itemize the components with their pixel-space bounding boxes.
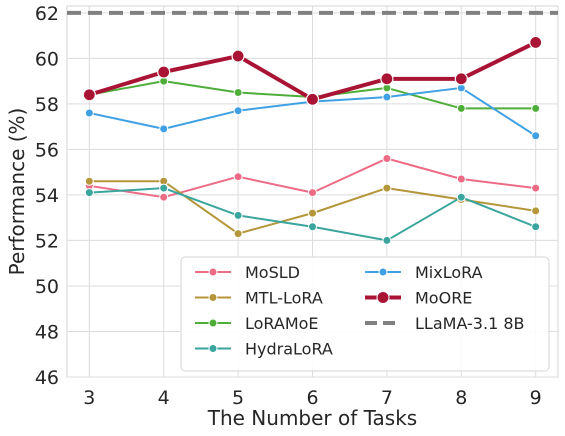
x-tick-label: 9: [530, 387, 542, 409]
y-axis-title: Performance (%): [5, 108, 29, 276]
legend-item: MoSLD: [195, 263, 300, 282]
legend-marker: [208, 293, 218, 302]
y-tick-label: 46: [35, 367, 59, 389]
data-point: [531, 131, 541, 141]
x-tick-label: 8: [455, 387, 467, 409]
legend-label: MoSLD: [245, 263, 300, 282]
data-point: [308, 222, 317, 232]
data-point: [382, 183, 392, 193]
legend-item: MTL-LoRA: [195, 289, 323, 308]
legend-label: LoRAMoE: [245, 314, 319, 333]
data-point: [456, 174, 466, 184]
legend-marker: [378, 267, 388, 277]
data-point: [233, 229, 243, 239]
legend-label: LLaMA-3.1 8B: [415, 314, 525, 333]
y-tick-label: 58: [35, 94, 59, 116]
legend-label: MTL-LoRA: [245, 289, 323, 308]
data-point: [456, 103, 466, 113]
y-tick-label: 54: [35, 185, 59, 207]
legend-item: MixLoRA: [365, 263, 483, 282]
data-point: [531, 183, 541, 193]
legend-marker: [208, 267, 218, 277]
data-point: [159, 192, 169, 202]
x-tick-label: 3: [83, 387, 95, 409]
data-point: [531, 222, 541, 232]
legend-item: LoRAMoE: [195, 314, 319, 333]
x-tick-label: 6: [306, 387, 318, 409]
y-tick-label: 60: [35, 48, 59, 70]
series-moore: [82, 35, 543, 106]
data-point: [382, 235, 392, 245]
legend-item: LLaMA-3.1 8B: [365, 314, 525, 333]
x-tick-label: 5: [232, 387, 244, 409]
y-tick-label: 62: [35, 3, 59, 25]
data-point: [382, 92, 392, 102]
data-point: [233, 106, 243, 116]
legend-label: MixLoRA: [415, 263, 483, 282]
data-point: [531, 103, 541, 113]
data-point: [233, 210, 243, 220]
y-tick-label: 48: [35, 321, 59, 343]
legend-item: HydraLoRA: [195, 340, 333, 359]
data-point: [233, 87, 243, 97]
y-tick-label: 56: [35, 139, 59, 161]
data-point: [308, 188, 317, 198]
legend-box: [180, 256, 550, 372]
y-tick-label: 50: [35, 276, 59, 298]
series-lines: [82, 35, 543, 245]
legend-label: MoORE: [415, 289, 472, 308]
data-point: [531, 206, 541, 216]
data-point: [82, 88, 96, 102]
data-point: [159, 124, 169, 134]
data-point: [231, 49, 245, 63]
x-tick-label: 7: [381, 387, 393, 409]
legend-label: HydraLoRA: [245, 340, 333, 359]
legend-marker: [208, 344, 218, 353]
series-hydralora: [84, 183, 541, 245]
legend-item: MoORE: [365, 289, 472, 308]
data-point: [159, 183, 169, 193]
data-point: [529, 35, 543, 50]
data-point: [233, 172, 243, 182]
x-tick-label: 4: [158, 387, 170, 409]
data-point: [84, 176, 94, 186]
legend-marker: [208, 318, 218, 328]
data-point: [382, 153, 392, 163]
data-point: [380, 72, 394, 86]
data-point: [454, 72, 468, 86]
legend: MoSLD MTL-LoRA LoRAMoE HydraLoRA MixLoRA MoOR…: [180, 256, 550, 372]
data-point: [456, 192, 466, 202]
series-mosld: [84, 153, 541, 202]
data-point: [84, 108, 94, 118]
data-point: [84, 188, 94, 198]
x-axis-title: The Number of Tasks: [207, 406, 417, 430]
data-point: [308, 208, 317, 218]
data-point: [157, 65, 171, 79]
legend-marker: [376, 291, 390, 304]
y-tick-label: 52: [35, 230, 59, 252]
data-point: [305, 92, 320, 106]
